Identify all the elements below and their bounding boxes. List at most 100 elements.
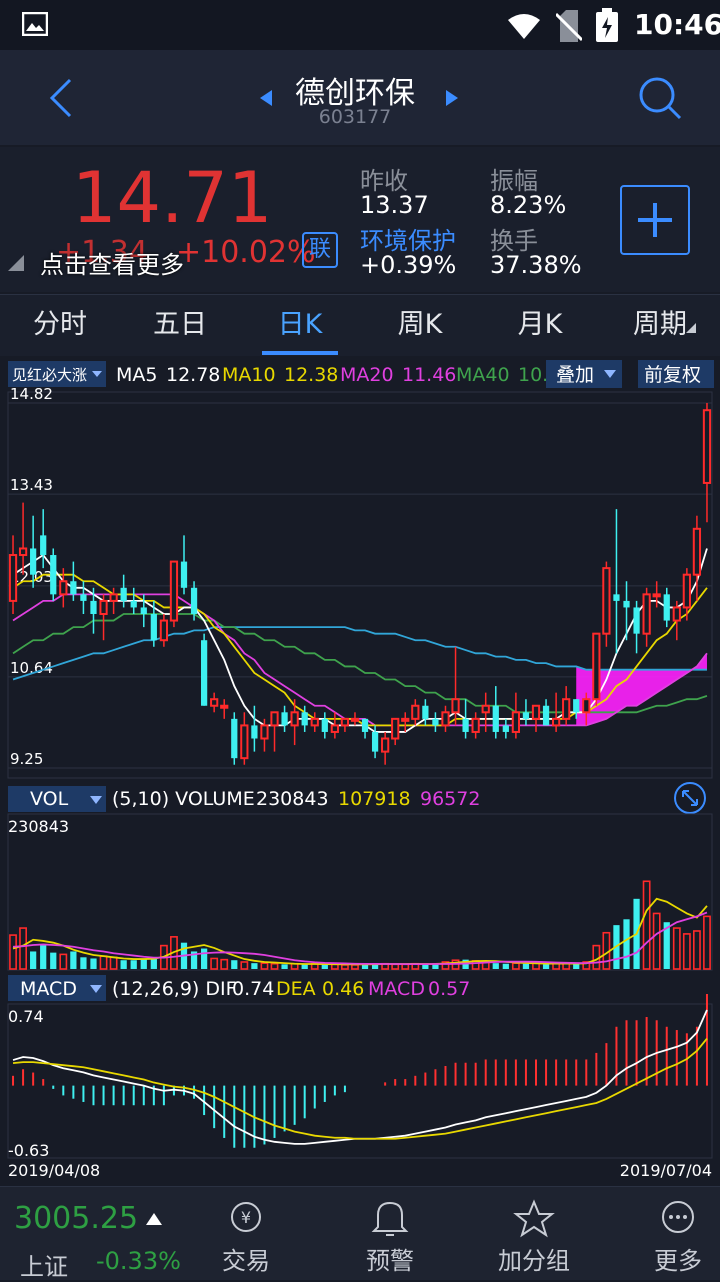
candle-body xyxy=(40,535,47,556)
vol-value: 230843 xyxy=(256,788,329,810)
candle-body xyxy=(8,554,18,602)
prev-close-label: 昨收 xyxy=(360,167,408,195)
more-button[interactable] xyxy=(638,1199,718,1243)
quote-panel[interactable]: 14.71 +1.34 +10.02% 点击查看更多 联 昨收 13.37 环境… xyxy=(0,147,720,292)
alert-label: 预警 xyxy=(366,1247,414,1275)
volume-bars xyxy=(9,880,711,970)
ma10-value: 12.38 xyxy=(284,364,338,386)
tab-daily-k[interactable]: 日K xyxy=(277,309,323,340)
ma20-value: 11.46 xyxy=(402,364,456,386)
tab-period[interactable]: 周期 xyxy=(633,309,687,340)
volume-ma5-line xyxy=(12,897,708,966)
volume-bar xyxy=(511,962,520,970)
kline-chart[interactable]: 见红必大涨 MA5 12.78 MA10 12.38 MA20 11.46 MA… xyxy=(0,0,720,1186)
add-watchlist-button[interactable] xyxy=(620,185,690,255)
index-name: 上证 xyxy=(20,1253,68,1281)
candle-body xyxy=(159,619,169,642)
tab-weekly-k[interactable]: 周K xyxy=(397,309,443,340)
ma20-label: MA20 xyxy=(340,364,394,386)
candle-body xyxy=(240,724,249,760)
candle-body xyxy=(59,580,68,596)
candle-body xyxy=(522,712,530,719)
no-sim-icon xyxy=(556,10,582,42)
add-group-button[interactable] xyxy=(494,1199,574,1243)
next-stock-icon[interactable] xyxy=(444,88,460,108)
macd-lines xyxy=(12,1009,708,1145)
expand-icon[interactable] xyxy=(674,782,706,814)
index-value[interactable]: 3005.25 xyxy=(14,1201,139,1236)
y-tick-label: 13.43 xyxy=(10,476,53,494)
adjust-label: 前复权 xyxy=(644,364,701,386)
stock-code: 603177 xyxy=(318,106,392,128)
ma10-label: MA10 xyxy=(222,364,276,386)
trade-button[interactable]: ¥ xyxy=(206,1199,286,1243)
more-hint[interactable]: 点击查看更多 xyxy=(40,251,184,279)
candle-body xyxy=(80,594,87,601)
adjust-button[interactable] xyxy=(638,360,714,388)
candle-body xyxy=(432,718,439,726)
more-label: 更多 xyxy=(654,1247,702,1275)
volume-bar xyxy=(150,957,157,969)
volume-ma-lines xyxy=(12,897,708,966)
candle-body xyxy=(260,724,269,740)
candle-body xyxy=(190,587,198,615)
volume-bar xyxy=(80,957,87,969)
candle-body xyxy=(140,607,147,615)
volume-bar xyxy=(441,961,450,970)
ma5-label: MA5 xyxy=(116,364,157,386)
volume-bar xyxy=(140,958,147,969)
vol-select[interactable] xyxy=(8,786,106,812)
tab-monthly-k[interactable]: 月K xyxy=(517,309,563,340)
candle-body xyxy=(441,711,450,727)
overlay-dropdown-icon xyxy=(604,370,616,378)
tab-intraday[interactable]: 分时 xyxy=(33,309,87,340)
vol-ma10: 96572 xyxy=(420,788,480,810)
sector-name[interactable]: 环境保护 xyxy=(360,227,456,255)
volume-bar xyxy=(652,912,661,970)
candle-body xyxy=(511,711,521,733)
candle-body xyxy=(531,704,541,720)
dea-value: 0.46 xyxy=(322,978,364,1000)
candle-body xyxy=(462,718,469,732)
candle-body xyxy=(492,705,499,732)
link-button[interactable]: 联 xyxy=(302,232,338,268)
volume-ma10-line xyxy=(12,911,708,965)
y-tick-label: 9.25 xyxy=(10,750,43,768)
volume-bar xyxy=(340,964,349,970)
candle-body xyxy=(130,600,137,608)
back-icon[interactable] xyxy=(44,78,76,118)
candle-body xyxy=(301,712,308,726)
amplitude-label: 振幅 xyxy=(490,167,538,195)
prev-stock-icon[interactable] xyxy=(258,88,274,108)
volume-bar xyxy=(663,922,670,969)
expand-up-icon[interactable] xyxy=(146,1213,162,1225)
search-icon[interactable] xyxy=(636,74,684,122)
candle-body xyxy=(120,587,127,601)
macd-select[interactable] xyxy=(8,975,106,1001)
ma40-line xyxy=(12,613,708,714)
trade-label: 交易 xyxy=(222,1247,270,1275)
period-dropdown-icon xyxy=(686,323,696,333)
volume-bar xyxy=(422,964,429,969)
volume-bar xyxy=(190,951,198,969)
candle-body xyxy=(109,593,118,602)
dea-line xyxy=(12,1038,708,1140)
svg-text:¥: ¥ xyxy=(241,1208,251,1227)
x-end-date: 2019/07/04 xyxy=(620,1161,712,1180)
alert-button[interactable] xyxy=(350,1199,430,1243)
candle-body xyxy=(350,717,360,722)
turnover-value: 37.38% xyxy=(490,251,582,279)
x-start-date: 2019/04/08 xyxy=(8,1161,100,1180)
candle-body xyxy=(623,600,630,608)
strategy-select[interactable] xyxy=(8,361,106,387)
candle-body xyxy=(150,614,157,641)
tab-five-day[interactable]: 五日 xyxy=(153,309,207,340)
volume-bar xyxy=(321,964,328,969)
strategy-label: 见红必大涨 xyxy=(12,366,87,384)
ma40-value: 10. xyxy=(518,364,548,386)
candle-body xyxy=(562,698,571,720)
volume-bar xyxy=(502,963,509,969)
candle-body xyxy=(391,717,400,740)
macd-panel-frame xyxy=(7,1003,713,1159)
candle-body xyxy=(290,711,299,727)
